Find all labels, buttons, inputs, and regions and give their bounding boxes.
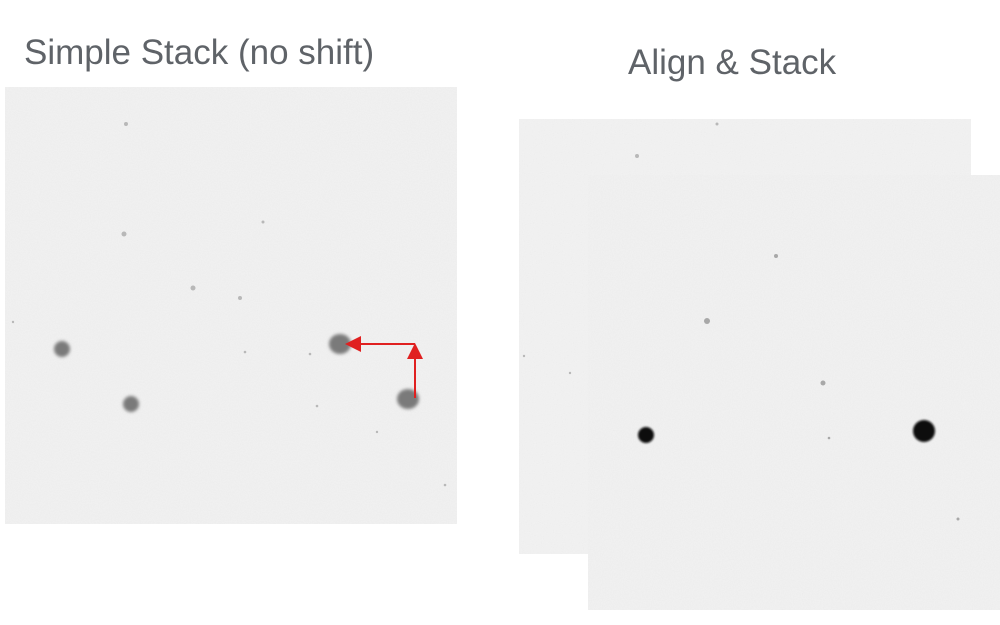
star-aligned (913, 420, 935, 442)
star-blurred (397, 389, 419, 409)
align-stack-front-frame (588, 175, 1000, 610)
star-blurred (329, 334, 351, 354)
star-blurred (54, 341, 70, 357)
align-stack-title: Align & Stack (628, 43, 837, 82)
star-aligned (638, 427, 654, 443)
simple-stack-image (5, 87, 457, 524)
star-blurred (123, 396, 139, 412)
simple-stack-title: Simple Stack (no shift) (24, 33, 375, 72)
